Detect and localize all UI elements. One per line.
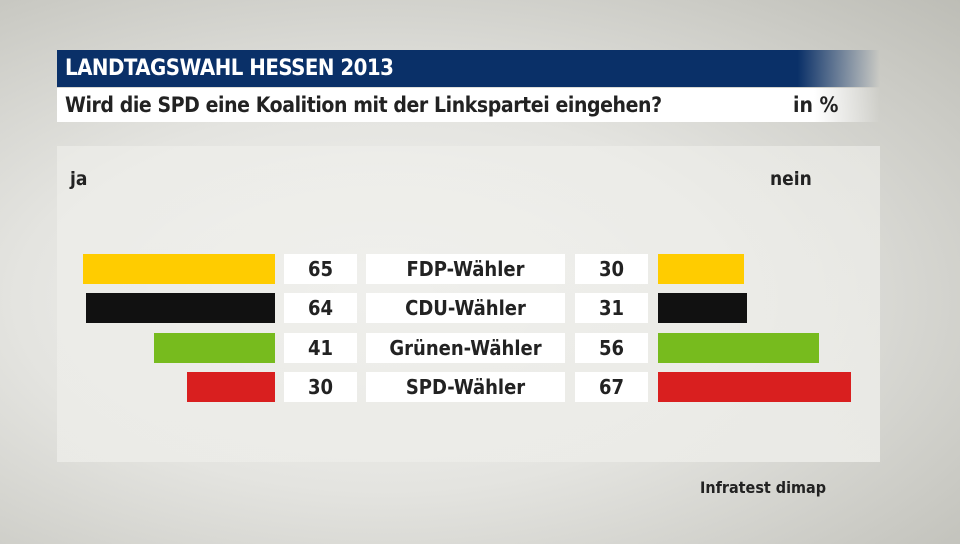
nein-value: 31 — [575, 293, 648, 323]
ja-bar — [86, 293, 275, 323]
unit-label: in % — [793, 93, 839, 117]
chart-header: LANDTAGSWAHL HESSEN 2013 — [57, 50, 880, 87]
question-bar: Wird die SPD eine Koalition mit der Link… — [57, 88, 880, 122]
question: Wird die SPD eine Koalition mit der Link… — [65, 93, 662, 117]
nein-value: 56 — [575, 333, 648, 363]
category-label: Grünen-Wähler — [366, 333, 565, 363]
ja-bar — [83, 254, 275, 284]
ja-bar — [186, 372, 275, 402]
nein-bar — [658, 293, 748, 323]
ja-value: 64 — [284, 293, 357, 323]
chart-title: LANDTAGSWAHL HESSEN 2013 — [65, 56, 394, 81]
nein-value: 67 — [575, 372, 648, 402]
category-label: SPD-Wähler — [366, 372, 565, 402]
nein-bar — [658, 333, 820, 363]
nein-bar — [658, 372, 851, 402]
nein-value: 30 — [575, 254, 648, 284]
ja-label: ja — [70, 168, 88, 190]
category-label: CDU-Wähler — [366, 293, 565, 323]
ja-value: 41 — [284, 333, 357, 363]
source-label: Infratest dimap — [700, 478, 827, 497]
category-label: FDP-Wähler — [366, 254, 565, 284]
ja-value: 30 — [284, 372, 357, 402]
nein-bar — [658, 254, 745, 284]
ja-value: 65 — [284, 254, 357, 284]
nein-label: nein — [770, 168, 812, 190]
ja-bar — [154, 333, 275, 363]
